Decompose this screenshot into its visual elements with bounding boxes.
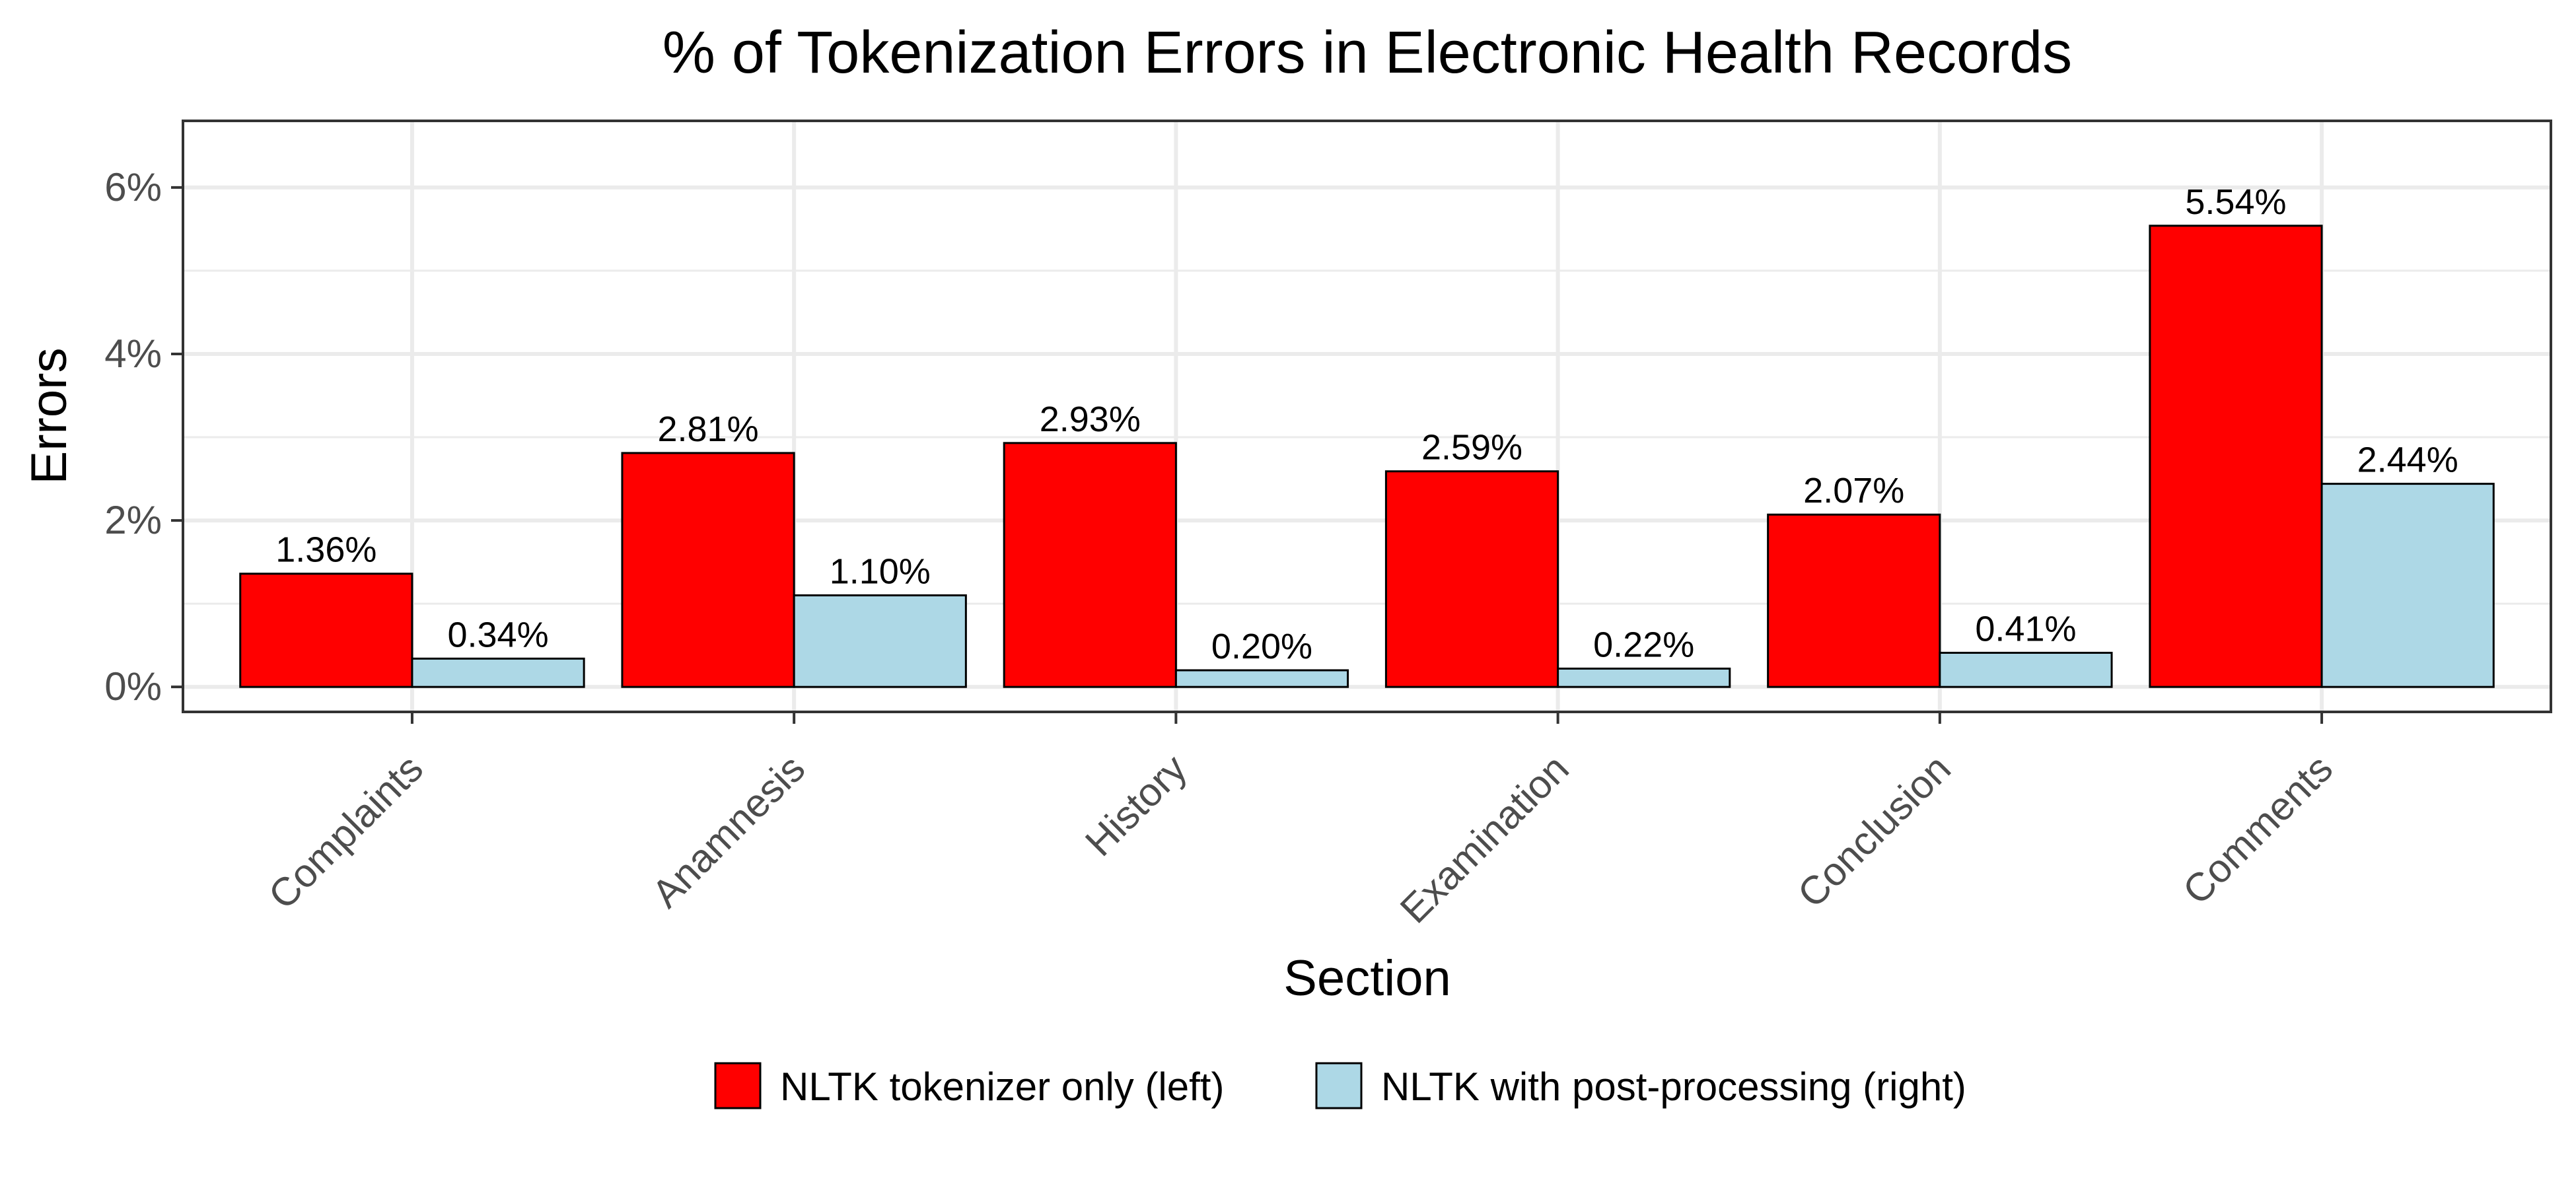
y-tick-label: 6% — [104, 165, 162, 209]
chart-title: % of Tokenization Errors in Electronic H… — [662, 20, 2072, 86]
legend-key-nltk-only — [714, 1062, 762, 1109]
bar-nltk-only-anamnesis — [621, 452, 795, 688]
bar-post-processing-anamnesis — [793, 594, 967, 688]
bar-nltk-only-comments — [2149, 225, 2323, 688]
data-label: 0.22% — [1593, 625, 1694, 664]
data-label-layer: 1.36% 2.81% 2.93% 2.59% 2.07% 5.54% 0.34% 1.10%… — [275, 182, 2458, 666]
legend-key-post-processing — [1315, 1062, 1363, 1109]
x-tick-label: Anamnesis — [643, 746, 813, 916]
y-tick-label: 4% — [104, 332, 162, 376]
plot-panel-border — [182, 120, 2552, 713]
bar-post-processing-comments — [2320, 483, 2495, 688]
legend-label: NLTK tokenizer only (left) — [780, 1065, 1224, 1109]
legend: NLTK tokenizer only (left) NLTK with post… — [714, 1062, 1966, 1109]
data-label: 2.44% — [2357, 440, 2458, 480]
y-tick-label: 2% — [104, 498, 162, 542]
data-label: 0.20% — [1211, 627, 1312, 666]
data-label: 2.81% — [657, 409, 758, 449]
data-label: 1.10% — [830, 552, 931, 592]
y-axis-title: Errors — [21, 348, 77, 485]
data-label: 2.59% — [1421, 428, 1522, 468]
bar-post-processing-complaints — [411, 657, 585, 688]
bar-nltk-only-history — [1003, 442, 1177, 688]
legend-label: NLTK with post-processing (right) — [1381, 1065, 1966, 1109]
data-label: 2.07% — [1803, 471, 1904, 510]
data-label: 0.41% — [1975, 610, 2076, 649]
x-tick-label: Complaints — [260, 746, 432, 918]
x-tick-label: Examination — [1392, 746, 1577, 932]
data-label: 1.36% — [275, 530, 376, 570]
bar-post-processing-history — [1174, 669, 1349, 688]
data-label: 5.54% — [2185, 182, 2286, 222]
bar-nltk-only-conclusion — [1767, 513, 1941, 688]
x-tick-label: Conclusion — [1789, 746, 1959, 916]
x-tick-label: Comments — [2174, 746, 2341, 913]
bar-post-processing-conclusion — [1939, 652, 2113, 688]
x-tick-label: History — [1077, 746, 1195, 864]
data-label: 2.93% — [1040, 400, 1141, 439]
bar-post-processing-examination — [1557, 667, 1731, 688]
bar-nltk-only-examination — [1384, 470, 1559, 688]
data-label: 0.34% — [447, 615, 548, 654]
y-tick-label: 0% — [104, 664, 162, 709]
bar-nltk-only-complaints — [239, 573, 413, 688]
bar-layer — [239, 225, 2495, 688]
x-axis-title: Section — [1283, 950, 1451, 1006]
